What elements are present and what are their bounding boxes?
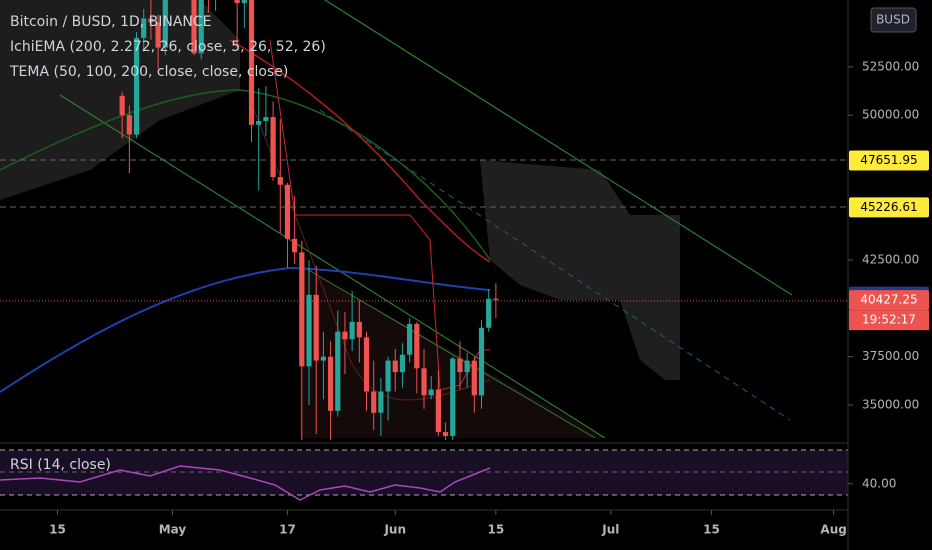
candle-body [371,391,377,413]
price-label: 47651.95 [860,153,917,167]
candle-body [356,321,362,338]
ema-line [0,266,491,393]
indicator-label: IchiEMA (200, 2.272, 26, close, 5, 26, 5… [10,39,326,55]
price-label-box [849,150,929,171]
candle-body [478,327,485,396]
candle-body [234,0,240,4]
candle-body [292,238,298,253]
x-tick-label: Jul [601,523,619,537]
rsi-tick-label: 40.00 [862,476,896,490]
candle-body [450,358,456,436]
currency-button[interactable] [870,7,917,33]
price-label-box [849,197,929,218]
channel-line [299,264,596,439]
x-tick-label: 17 [279,523,296,537]
candle-body [299,252,305,367]
candle-body [277,177,283,185]
candle-body [306,294,312,367]
candle-body [471,360,477,396]
candle-body [378,391,384,413]
candle-body [442,432,449,436]
candle-body [141,18,147,38]
indicator-label: TEMA (50, 100, 200, close, close, close) [9,64,288,80]
candle-body [342,331,348,340]
candle-body [349,321,355,340]
candle-body [414,323,420,369]
candle-body [119,95,125,116]
y-tick-label: 37500.00 [862,349,919,363]
candle-body [320,356,326,361]
candle-body [493,298,499,301]
price-label-box [849,290,929,311]
tema-line [229,39,491,263]
candle-body [335,331,341,411]
candle-body [421,368,427,396]
candle-body [162,0,168,48]
candle-body [428,389,434,396]
x-tick-label: May [159,523,187,537]
candle-body [313,294,319,361]
candle-body [133,37,140,135]
candle-body [392,360,398,373]
currency-button-label[interactable]: BUSD [876,13,910,27]
candle-body [155,22,161,48]
candle-body [399,354,406,373]
rsi-label: RSI (14, close) [10,457,111,473]
countdown: 19:52:17 [862,313,916,327]
cloud [430,0,680,380]
x-tick-label: 15 [49,523,66,537]
candle-body [435,389,441,433]
candle-body [327,356,334,411]
price-label: 45226.61 [860,200,917,214]
candle-body [256,120,262,125]
x-tick-label: Jun [383,523,406,537]
channel-line [324,0,793,296]
candle-body [486,298,492,328]
candle-body [363,337,370,392]
candle-body [241,0,247,4]
candle-body [263,117,269,121]
candle-body [126,115,132,135]
indicators [0,0,848,440]
x-tick-label: 15 [488,523,505,537]
candle-body [270,117,276,178]
y-tick-label: 42500.00 [862,253,919,267]
ichi-line [269,39,490,391]
candle-body [191,0,197,54]
rsi-line [0,465,491,501]
countdown-box [849,310,929,331]
y-tick-label: 35000.00 [862,398,919,412]
x-tick-label: 15 [703,523,720,537]
candle-body [407,323,413,355]
candle-body [464,360,470,373]
x-tick-label: Aug [820,523,846,537]
tema-line [0,89,491,261]
channel-line [59,94,606,439]
candle-body [385,360,391,392]
candle-body [284,184,291,239]
y-tick-label: 52500.00 [862,59,919,73]
candle-body [198,0,204,54]
candles [119,0,499,440]
price-label: 40427.25 [860,293,917,307]
candle-body [248,0,255,125]
candle-body [457,358,463,373]
candle-body [148,18,154,23]
y-tick-label: 50000.00 [862,108,919,122]
chart-title: Bitcoin / BUSD, 1D, BINANCE [10,14,212,30]
